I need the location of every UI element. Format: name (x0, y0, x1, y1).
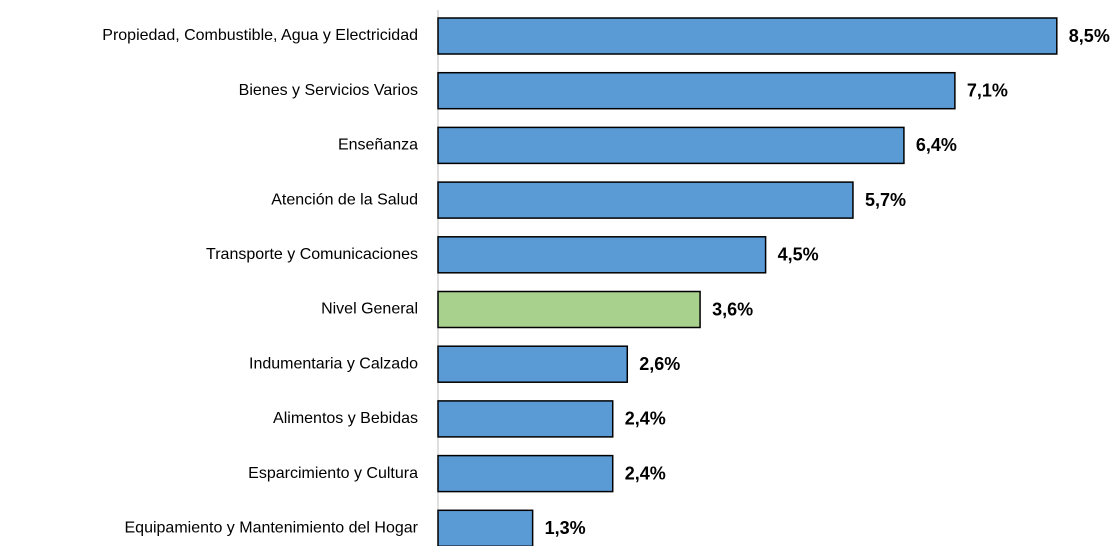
bar (437, 290, 701, 329)
category-label: Propiedad, Combustible, Agua y Electrici… (102, 27, 418, 44)
category-label: Indumentaria y Calzado (249, 355, 418, 372)
value-label: 1,3% (545, 518, 586, 538)
category-label: Enseñanza (338, 137, 418, 154)
bar (437, 400, 614, 438)
bar (437, 126, 905, 165)
bar (437, 454, 614, 493)
bar (437, 71, 956, 110)
bar (437, 17, 1058, 55)
category-label: Nivel General (321, 301, 418, 318)
value-label: 2,6% (639, 354, 680, 374)
category-label: Bienes y Servicios Varios (239, 82, 418, 99)
category-label: Atención de la Salud (271, 191, 418, 208)
category-label: Alimentos y Bebidas (273, 410, 418, 427)
bar (437, 181, 854, 219)
value-label: 3,6% (712, 299, 753, 319)
value-label: 2,4% (625, 463, 666, 483)
value-label: 4,5% (778, 245, 819, 265)
category-label: Equipamiento y Mantenimiento del Hogar (125, 520, 419, 537)
category-label: Esparcimiento y Cultura (248, 465, 418, 482)
value-label: 2,4% (625, 409, 666, 429)
value-label: 8,5% (1069, 26, 1110, 46)
value-label: 7,1% (967, 80, 1008, 100)
bar (437, 345, 629, 383)
category-label: Transporte y Comunicaciones (206, 246, 418, 263)
bar (437, 509, 534, 546)
value-label: 6,4% (916, 135, 957, 155)
bar (437, 236, 767, 274)
value-label: 5,7% (865, 190, 906, 210)
